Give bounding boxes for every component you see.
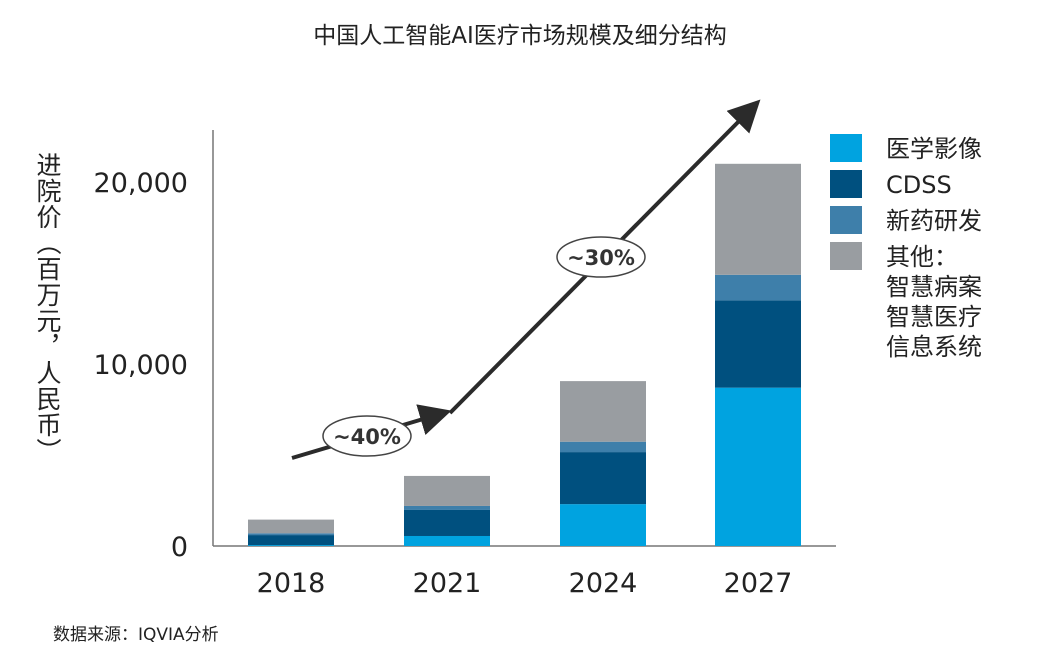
growth-rate-label: ~30% (567, 246, 635, 270)
x-tick-label: 2024 (569, 568, 638, 599)
bar-segment (404, 535, 490, 546)
legend-label: 医学影像 (886, 135, 982, 163)
bar-segment (248, 535, 334, 546)
bar-segment (715, 387, 801, 546)
bar-segment (560, 504, 646, 546)
bar-segment (715, 163, 801, 275)
legend-item: 其他： 智慧病案 智慧医疗 信息系统 (830, 242, 982, 361)
bar-segment (560, 452, 646, 505)
y-tick-label: 0 (171, 532, 188, 563)
bar-segment (248, 533, 334, 536)
legend-item: CDSS (830, 170, 982, 206)
x-tick-label: 2018 (257, 568, 326, 599)
growth-rate-label: ~40% (333, 425, 401, 449)
legend-swatch (830, 170, 862, 198)
legend-item: 新药研发 (830, 206, 982, 242)
bar-segment (248, 545, 334, 546)
legend-label: CDSS (886, 171, 952, 199)
y-axis-label: 进院价（百万元，人民币） (33, 152, 62, 464)
bar-segment (248, 519, 334, 534)
x-tick-label: 2027 (724, 568, 793, 599)
legend-item: 医学影像 (830, 134, 982, 170)
bar-segment (404, 509, 490, 536)
legend-label: 其他： 智慧病案 智慧医疗 信息系统 (886, 243, 982, 361)
bar-segment (404, 475, 490, 506)
growth-rate-bubble (556, 236, 646, 278)
legend-swatch (830, 206, 862, 234)
bar-segment (715, 300, 801, 388)
legend-label: 新药研发 (886, 207, 982, 235)
bar-segment (404, 505, 490, 510)
bar-segment (715, 274, 801, 301)
growth-rate-bubble (322, 415, 412, 457)
y-tick-label: 10,000 (94, 350, 188, 381)
chart-title: 中国人工智能AI医疗市场规模及细分结构 (313, 23, 727, 49)
bar-segment (560, 441, 646, 453)
bar-segment (560, 381, 646, 442)
y-tick-label: 20,000 (94, 168, 188, 199)
legend: 医学影像 CDSS 新药研发其他： 智慧病案 智慧医疗 信息系统 (830, 134, 982, 361)
source-note: 数据来源：IQVIA分析 (53, 625, 219, 645)
x-tick-label: 2021 (413, 568, 482, 599)
legend-swatch (830, 242, 862, 270)
legend-swatch (830, 134, 862, 162)
